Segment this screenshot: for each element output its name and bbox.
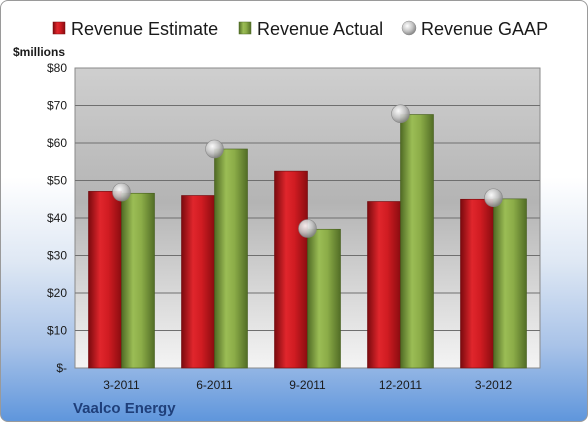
y-tick-label: $30: [47, 249, 67, 263]
bar-revenue-actual: [307, 228, 341, 369]
company-name: Vaalco Energy: [73, 400, 176, 417]
y-axis-unit-label: $millions: [13, 45, 65, 59]
bar-revenue-actual: [400, 114, 434, 369]
x-tick-label: 12-2011: [379, 378, 422, 392]
bar-revenue-actual: [121, 192, 155, 369]
legend-marker-gaap: [401, 20, 417, 36]
bar-revenue-actual: [214, 148, 248, 369]
bar-revenue-estimate: [274, 170, 308, 369]
bar-revenue-estimate: [181, 195, 215, 369]
bar-revenue-actual: [493, 198, 527, 369]
bars: [88, 114, 527, 369]
y-tick-label: $10: [47, 324, 67, 338]
bar-revenue-estimate: [88, 191, 122, 369]
x-tick-label: 3-2012: [475, 378, 513, 392]
y-tick-label: $60: [47, 136, 67, 150]
y-tick-label: $-: [56, 361, 67, 375]
legend-label-estimate: Revenue Estimate: [71, 19, 218, 39]
legend-label-actual: Revenue Actual: [257, 19, 383, 39]
legend-swatch-actual: [238, 21, 252, 35]
bar-revenue-estimate: [367, 201, 401, 369]
marker-revenue-gaap: [298, 219, 317, 238]
marker-revenue-gaap: [112, 182, 131, 202]
y-tick-label: $20: [47, 286, 67, 300]
y-axis-ticks: $- $10 $20 $30 $40 $50 $60 $70 $80: [47, 61, 67, 375]
y-tick-label: $40: [47, 211, 67, 225]
gaap-markers: [112, 104, 503, 238]
y-tick-label: $80: [47, 61, 67, 75]
legend-label-gaap: Revenue GAAP: [421, 19, 548, 39]
x-tick-label: 6-2011: [196, 378, 233, 392]
legend-swatch-estimate: [52, 21, 66, 35]
x-axis-ticks: 3-2011 6-2011 9-2011 12-2011 3-2012: [103, 378, 512, 392]
y-tick-label: $50: [47, 174, 67, 188]
x-tick-label: 9-2011: [289, 378, 326, 392]
x-tick-label: 3-2011: [103, 378, 140, 392]
marker-revenue-gaap: [205, 139, 224, 159]
marker-revenue-gaap: [484, 188, 503, 208]
bar-revenue-estimate: [460, 198, 494, 369]
legend: Revenue Estimate Revenue Actual Revenue …: [52, 19, 548, 39]
y-tick-label: $70: [47, 99, 67, 113]
marker-revenue-gaap: [391, 104, 410, 124]
